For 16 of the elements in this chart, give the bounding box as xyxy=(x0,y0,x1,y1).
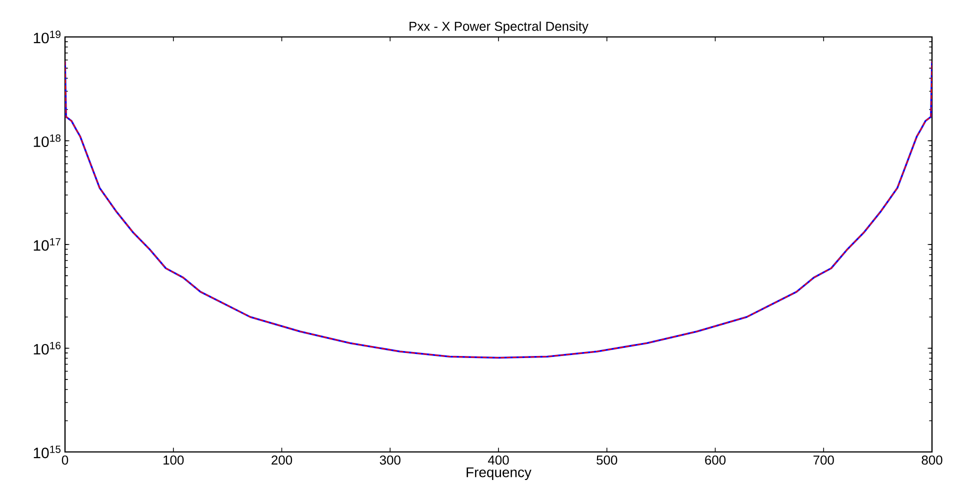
x-tick-label: 400 xyxy=(488,455,509,465)
x-tick-label: 700 xyxy=(813,455,834,465)
y-tick-label: 10$^{17}$ xyxy=(34,238,60,251)
y-tick-label: 10$^{15}$ xyxy=(34,446,61,458)
x-tick-label: 200 xyxy=(272,455,292,465)
x-axis-title: Frequency xyxy=(466,467,532,480)
x-tick-label: 100 xyxy=(164,455,184,465)
x-tick-label: 300 xyxy=(380,455,400,465)
chart-title: Pxx - X Power Spectral Density xyxy=(410,21,588,34)
x-tick-label: 600 xyxy=(705,455,726,465)
x-tick-label: 500 xyxy=(596,455,618,465)
x-tick-label: 800 xyxy=(922,455,942,465)
y-tick-label: 10$^{19}$ xyxy=(34,30,60,44)
x-tick-label: 0 xyxy=(62,455,68,465)
y-tick-label: 10$^{18}$ xyxy=(34,134,61,148)
y-tick-label: 10$^{16}$ xyxy=(34,342,61,355)
